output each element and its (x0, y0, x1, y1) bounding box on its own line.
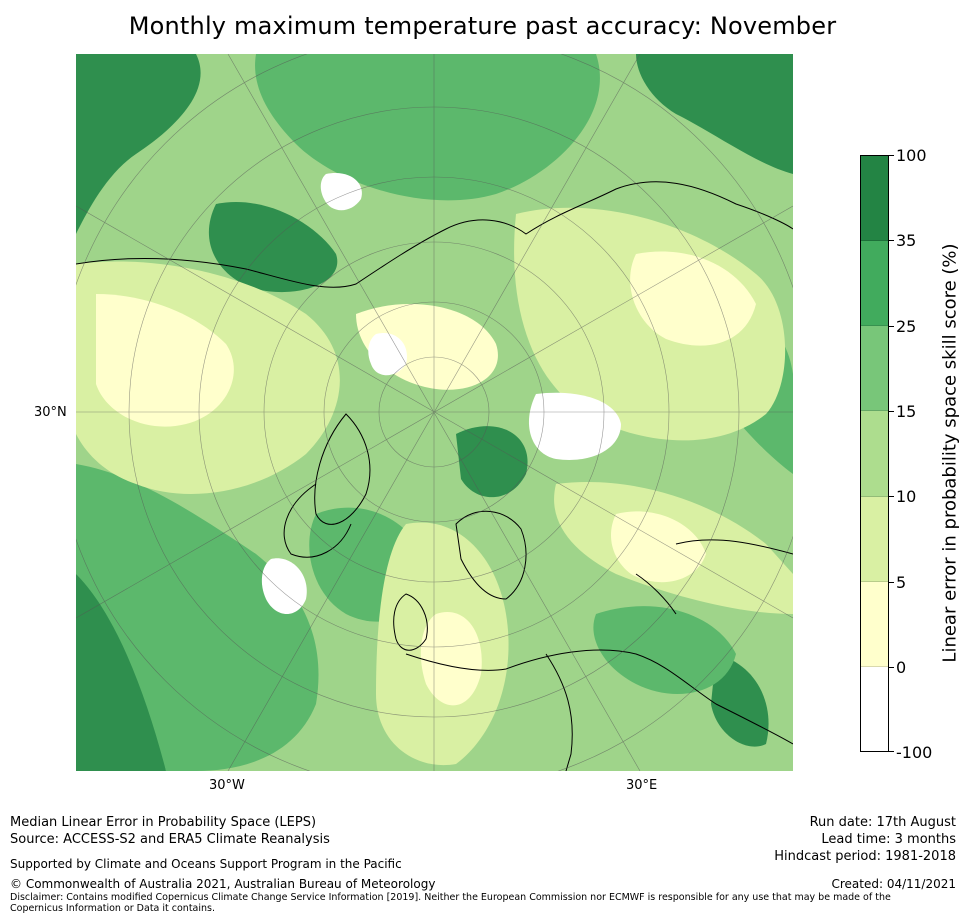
copyright: © Commonwealth of Australia 2021, Austra… (10, 877, 436, 891)
colorbar-tick-label: 0 (896, 658, 907, 677)
colorbar-tick (889, 155, 894, 156)
colorbar-tick (889, 411, 894, 412)
high-skill-areas (76, 54, 793, 771)
lon-label-30w: 30°W (209, 778, 245, 793)
colorbar-tick-label: 5 (896, 573, 907, 592)
colorbar-band-neg100-0 (861, 666, 888, 751)
colorbar-band-5-10 (861, 496, 888, 582)
colorbar-title: Linear error in probability space skill … (939, 243, 961, 663)
graticule (76, 54, 793, 771)
colorbar-band-10-15 (861, 411, 888, 497)
coastlines (76, 181, 793, 771)
colorbar-tick-label: 10 (896, 487, 917, 506)
map-title: Monthly maximum temperature past accurac… (128, 12, 837, 40)
colorbar-tick-label: 25 (896, 317, 917, 336)
near-zero-areas (96, 251, 756, 706)
lead-time: Lead time: 3 months (821, 832, 956, 847)
footer-left: Median Linear Error in Probability Space… (10, 814, 330, 848)
colorbar-tick (889, 496, 894, 497)
colorbar-band-25-35 (861, 241, 888, 327)
created-date: Created: 04/11/2021 (831, 877, 956, 891)
footer-right: Run date: 17th August Lead time: 3 month… (774, 814, 956, 865)
footer-source: Source: ACCESS-S2 and ERA5 Climate Reana… (10, 832, 330, 847)
colorbar (860, 155, 889, 752)
colorbar-tick (889, 751, 894, 752)
colorbar-tick-label: 100 (896, 146, 927, 165)
colorbar-band-35-100 (861, 156, 888, 242)
colorbar-tick-label: 35 (896, 231, 917, 250)
colorbar-tick-label: -100 (896, 743, 933, 762)
lat-label-30n: 30°N (34, 405, 67, 420)
support-credit: Supported by Climate and Oceans Support … (10, 857, 402, 871)
footer-method: Median Linear Error in Probability Space… (10, 815, 317, 830)
map-canvas (76, 54, 793, 771)
colorbar-tick (889, 326, 894, 327)
run-date: Run date: 17th August (809, 815, 956, 830)
disclaimer: Disclaimer: Contains modified Copernicus… (10, 892, 891, 914)
colorbar-tick (889, 667, 894, 668)
lon-label-30e: 30°E (626, 778, 658, 793)
colorbar-tick (889, 582, 894, 583)
colorbar-band-15-25 (861, 326, 888, 412)
skill-score-map[interactable] (76, 54, 793, 771)
hindcast-period: Hindcast period: 1981-2018 (774, 849, 956, 864)
colorbar-tick (889, 240, 894, 241)
colorbar-band-0-5 (861, 581, 888, 667)
colorbar-tick-label: 15 (896, 402, 917, 421)
